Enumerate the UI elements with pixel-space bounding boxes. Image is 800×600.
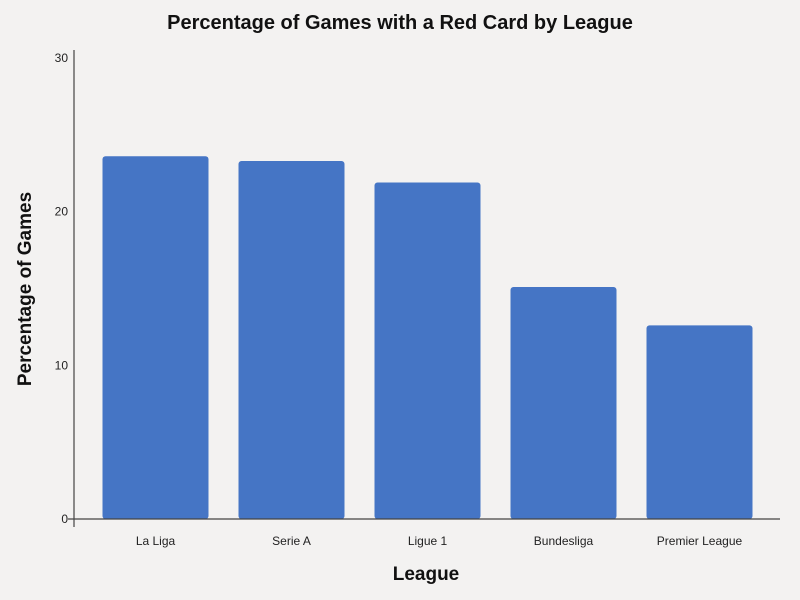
- bars-group: [102, 156, 753, 520]
- y-tick-label: 30: [55, 51, 69, 65]
- x-axis-label: League: [393, 564, 460, 585]
- bar-la-liga: [102, 156, 209, 520]
- x-tick-label: La Liga: [136, 534, 176, 548]
- y-axis-label: Percentage of Games: [15, 192, 36, 386]
- x-tick-label: Premier League: [657, 534, 743, 548]
- x-tick-label: Serie A: [272, 534, 311, 548]
- bar-premier-league: [646, 325, 753, 519]
- bar-ligue-1: [374, 182, 481, 519]
- y-tick-label: 10: [55, 358, 69, 372]
- x-tick-label: Ligue 1: [408, 534, 448, 548]
- bar-serie-a: [238, 161, 345, 519]
- bar-bundesliga: [510, 287, 617, 519]
- y-tick-label: 20: [55, 205, 69, 219]
- x-ticks-group: La Liga Serie A Ligue 1 Bundesliga Premier L…: [136, 534, 743, 548]
- x-tick-label: Bundesliga: [534, 534, 594, 548]
- y-tick-label: 0: [61, 512, 68, 526]
- y-ticks-group: 0 10 20 30: [55, 51, 69, 526]
- chart-title: Percentage of Games with a Red Card by L…: [167, 12, 633, 34]
